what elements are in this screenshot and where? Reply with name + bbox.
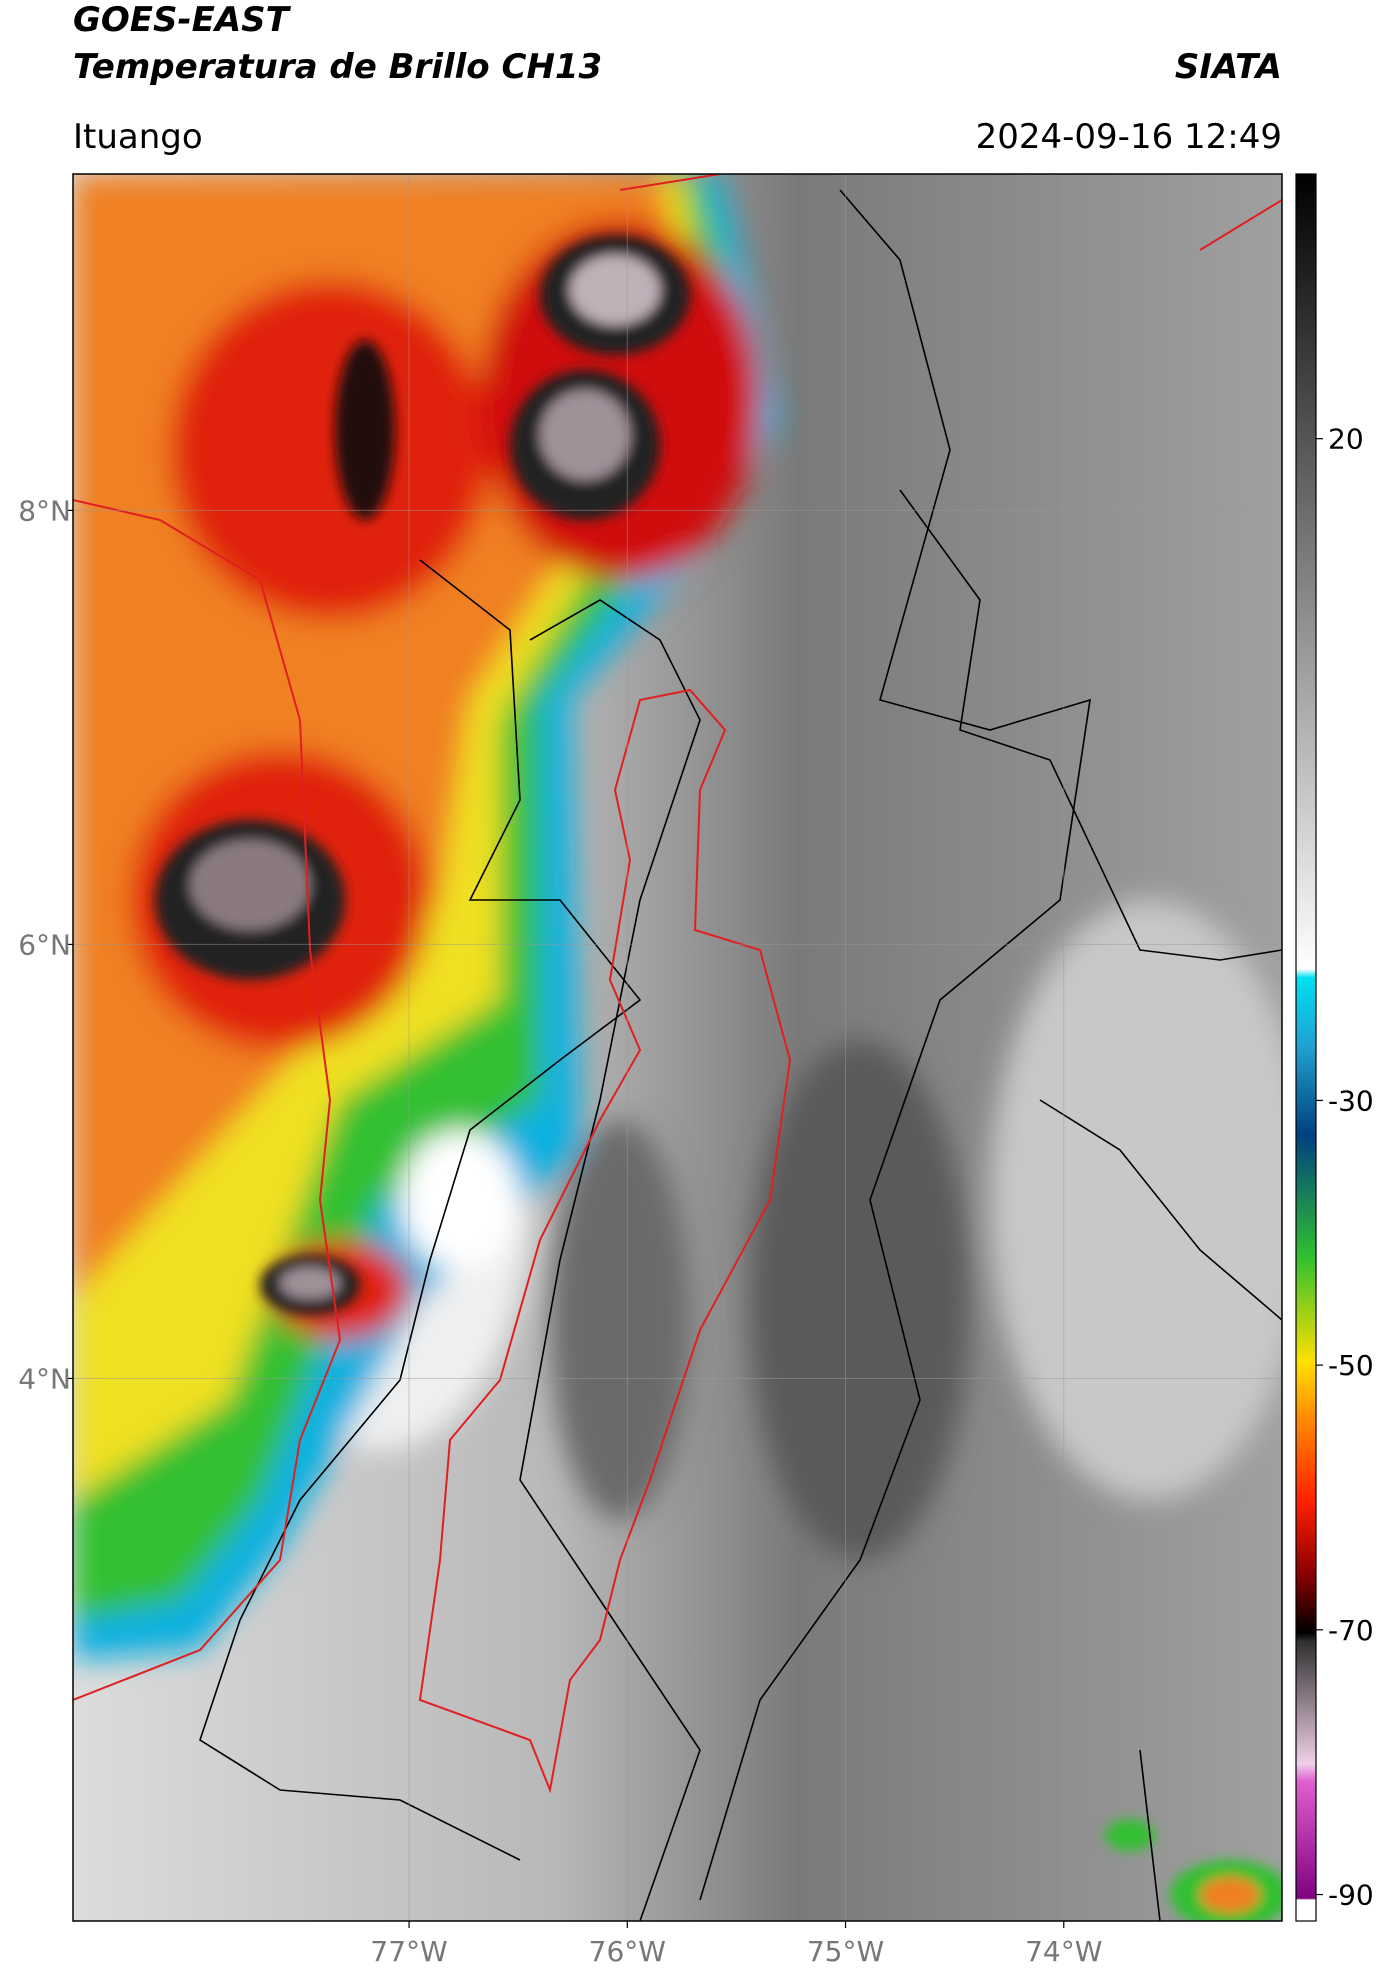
- region-borders: [73, 174, 1282, 1794]
- cloud-field: [73, 174, 1282, 1660]
- x-tick-label: 77°W: [370, 1935, 447, 1968]
- x-tick-label: 74°W: [1025, 1935, 1102, 1968]
- y-tick-label: 4°N: [18, 1362, 71, 1395]
- colorbar-tick-label: -70: [1328, 1614, 1374, 1647]
- colorbar-tick-label: -30: [1328, 1084, 1374, 1117]
- title: GOES-EAST: [73, 0, 292, 40]
- subtitle: Temperatura de Brillo CH13: [73, 47, 602, 87]
- colorbar-tick-label: -50: [1328, 1349, 1374, 1382]
- x-tick-label: 76°W: [589, 1935, 666, 1968]
- timestamp: 2024-09-16 12:49: [976, 117, 1282, 157]
- grid: [73, 174, 1282, 1921]
- y-tick-label: 8°N: [18, 494, 71, 527]
- map-frame: [72, 173, 1283, 1922]
- satellite-image: [73, 174, 1282, 1921]
- brand: SIATA: [1175, 47, 1282, 87]
- colorbar-tick-label: 20: [1328, 423, 1364, 456]
- colorbar: [1295, 173, 1317, 1922]
- x-tick-label: 75°W: [807, 1935, 884, 1968]
- region: Ituango: [73, 117, 203, 157]
- colorbar-tick-label: -90: [1328, 1879, 1374, 1912]
- y-tick-label: 6°N: [18, 928, 71, 961]
- admin-borders: [199, 189, 1282, 1921]
- storm-cores: [155, 235, 1282, 1921]
